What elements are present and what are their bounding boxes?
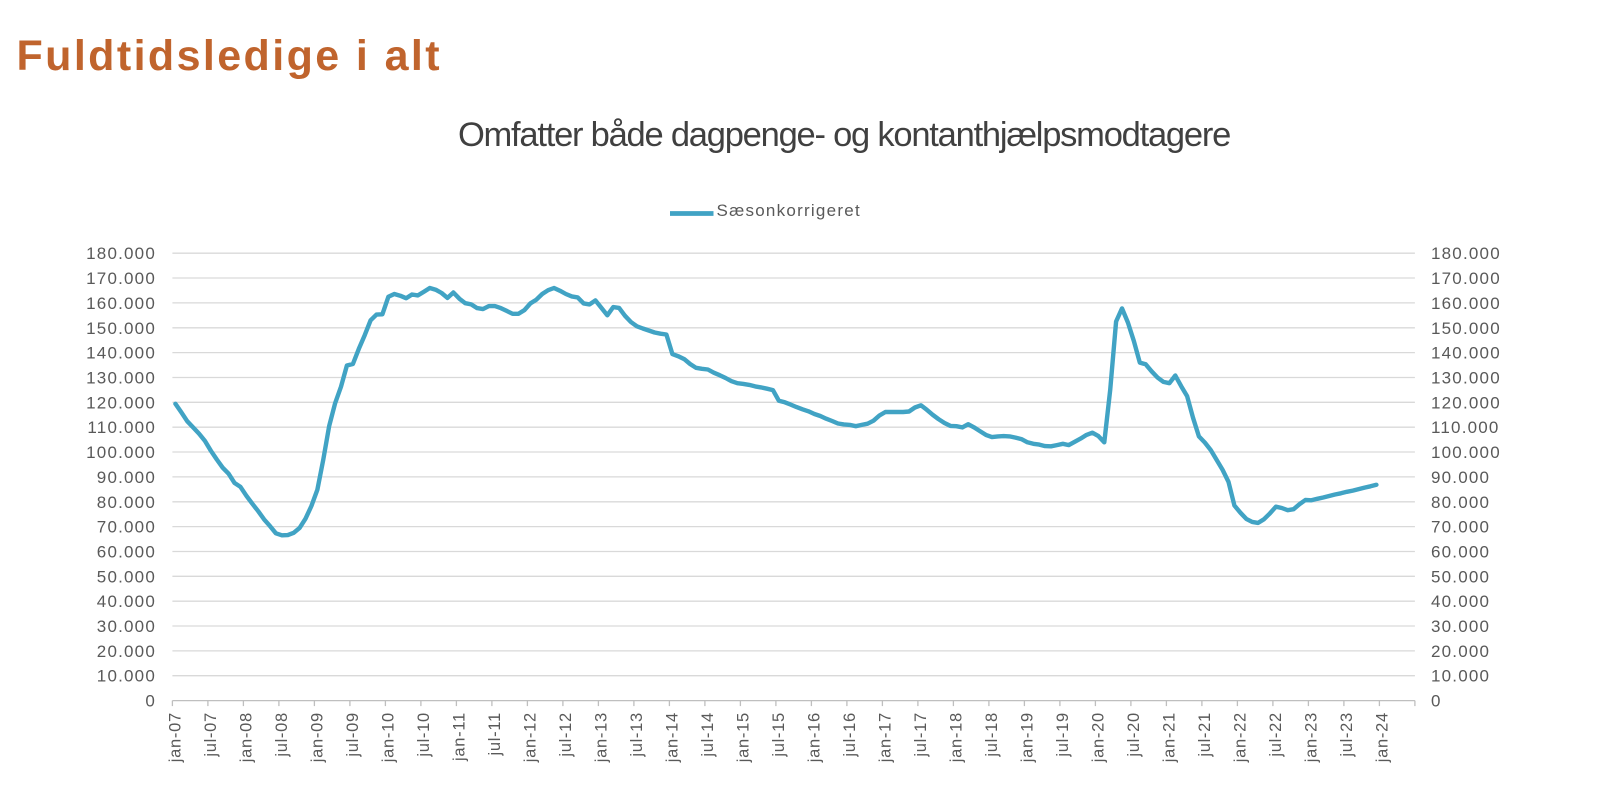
svg-text:jan-23: jan-23	[1302, 712, 1320, 763]
svg-text:jan-10: jan-10	[379, 712, 397, 763]
svg-text:120.000: 120.000	[1431, 393, 1501, 412]
svg-text:jan-22: jan-22	[1231, 712, 1249, 763]
svg-text:jan-14: jan-14	[663, 712, 681, 763]
svg-text:140.000: 140.000	[86, 344, 156, 363]
svg-text:170.000: 170.000	[1431, 269, 1501, 288]
svg-text:170.000: 170.000	[86, 269, 156, 288]
svg-text:jan-19: jan-19	[1018, 712, 1036, 763]
svg-text:110.000: 110.000	[87, 418, 156, 437]
svg-text:150.000: 150.000	[86, 319, 156, 338]
svg-text:10.000: 10.000	[1431, 667, 1490, 686]
svg-text:jan-16: jan-16	[805, 712, 823, 763]
svg-text:10.000: 10.000	[97, 667, 156, 686]
svg-text:jul-07: jul-07	[202, 712, 220, 758]
svg-text:180.000: 180.000	[1431, 244, 1501, 263]
svg-text:jan-18: jan-18	[947, 712, 965, 763]
svg-text:130.000: 130.000	[1431, 369, 1501, 388]
svg-text:jan-08: jan-08	[237, 712, 255, 763]
svg-text:Omfatter både dagpenge- og kon: Omfatter både dagpenge- og kontanthjælps…	[458, 116, 1230, 154]
svg-text:20.000: 20.000	[1431, 642, 1490, 661]
svg-text:jul-19: jul-19	[1054, 712, 1072, 758]
svg-text:140.000: 140.000	[1431, 344, 1501, 363]
svg-text:jul-13: jul-13	[628, 712, 646, 758]
svg-text:jan-20: jan-20	[1089, 712, 1107, 763]
svg-text:jan-15: jan-15	[734, 712, 752, 763]
svg-text:jan-13: jan-13	[592, 712, 610, 763]
svg-text:Fuldtidsledige i alt: Fuldtidsledige i alt	[17, 32, 442, 80]
svg-text:130.000: 130.000	[86, 369, 156, 388]
svg-text:70.000: 70.000	[97, 518, 156, 537]
svg-text:jul-11: jul-11	[486, 712, 504, 756]
svg-text:jul-09: jul-09	[344, 712, 362, 758]
svg-text:jul-21: jul-21	[1196, 712, 1214, 758]
svg-text:80.000: 80.000	[1431, 493, 1490, 512]
svg-text:0: 0	[145, 692, 156, 711]
svg-text:80.000: 80.000	[97, 493, 156, 512]
svg-text:180.000: 180.000	[86, 244, 156, 263]
svg-text:Sæsonkorrigeret: Sæsonkorrigeret	[717, 201, 861, 220]
svg-text:jan-09: jan-09	[308, 712, 326, 763]
svg-text:jul-15: jul-15	[770, 712, 788, 758]
svg-text:160.000: 160.000	[1431, 294, 1501, 313]
svg-text:40.000: 40.000	[97, 592, 156, 611]
svg-text:90.000: 90.000	[97, 468, 156, 487]
svg-text:30.000: 30.000	[97, 617, 156, 636]
svg-text:jul-16: jul-16	[841, 712, 859, 758]
svg-text:100.000: 100.000	[1431, 443, 1501, 462]
svg-text:jan-12: jan-12	[521, 712, 539, 763]
svg-text:100.000: 100.000	[86, 443, 156, 462]
svg-text:jul-17: jul-17	[912, 712, 930, 758]
svg-text:jul-20: jul-20	[1125, 712, 1143, 758]
svg-text:20.000: 20.000	[97, 642, 156, 661]
svg-text:60.000: 60.000	[97, 543, 156, 562]
svg-text:50.000: 50.000	[1431, 567, 1490, 586]
svg-text:jul-14: jul-14	[699, 712, 717, 758]
svg-text:jul-23: jul-23	[1338, 712, 1356, 758]
svg-text:jul-08: jul-08	[273, 712, 291, 758]
svg-text:70.000: 70.000	[1431, 518, 1490, 537]
svg-text:60.000: 60.000	[1431, 543, 1490, 562]
svg-text:40.000: 40.000	[1431, 592, 1490, 611]
svg-text:30.000: 30.000	[1431, 617, 1490, 636]
svg-text:jul-10: jul-10	[415, 712, 433, 758]
svg-text:150.000: 150.000	[1431, 319, 1501, 338]
svg-text:120.000: 120.000	[86, 393, 156, 412]
svg-text:160.000: 160.000	[86, 294, 156, 313]
svg-text:110.000: 110.000	[1431, 418, 1500, 437]
svg-text:jan-17: jan-17	[876, 712, 894, 763]
svg-text:jul-12: jul-12	[557, 712, 575, 758]
svg-text:jan-24: jan-24	[1373, 712, 1391, 763]
svg-text:90.000: 90.000	[1431, 468, 1490, 487]
svg-text:50.000: 50.000	[97, 567, 156, 586]
svg-text:jul-22: jul-22	[1267, 712, 1285, 758]
svg-text:jan-21: jan-21	[1160, 712, 1178, 763]
svg-text:0: 0	[1431, 692, 1442, 711]
svg-text:jul-18: jul-18	[983, 712, 1001, 758]
svg-text:jan-11: jan-11	[450, 712, 468, 762]
svg-text:jan-07: jan-07	[166, 712, 184, 763]
